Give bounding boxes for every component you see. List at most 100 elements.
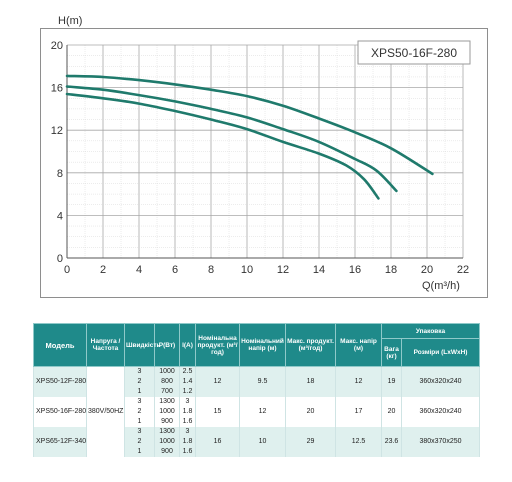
power-cell: 1300 <box>154 397 180 407</box>
current-cell: 2.5 <box>179 366 196 377</box>
series-lines <box>65 74 434 200</box>
y-tick-label: 8 <box>57 168 63 180</box>
table-row: XPS50-16F-280 3 1300 3 15 12 20 17 20 36… <box>33 397 480 427</box>
dimensions-cell: 360x320x240 <box>401 397 480 427</box>
current-cell: 3 <box>179 427 196 437</box>
max-head-cell: 12 <box>335 366 382 397</box>
power-cell: 900 <box>154 447 180 457</box>
header-packing: Упаковка <box>381 323 480 339</box>
current-cell: 3 <box>179 397 196 407</box>
series-line-1 <box>65 74 434 176</box>
table-row: XPS50-12F-280 380V/50HZ 3 1000 2.5 12 9.… <box>33 366 480 457</box>
chart-frame <box>40 28 488 298</box>
header-max-head: Макс. напір (м) <box>335 323 382 367</box>
nominal-head-cell: 10 <box>239 427 286 457</box>
model-cell: XPS50-16F-280 <box>33 397 87 427</box>
current-cell: 1.4 <box>179 377 196 387</box>
header-speed: Швидкість <box>124 323 161 367</box>
header-dimensions: Розміри (LxWxH) <box>401 338 480 367</box>
series-line-3 <box>65 92 380 200</box>
x-tick-label: 10 <box>241 264 253 276</box>
speed-cell: 1 <box>124 417 155 427</box>
y-tick-label: 12 <box>51 125 63 137</box>
x-tick-label: 18 <box>385 264 397 276</box>
header-power: P(Вт) <box>154 323 180 367</box>
pump-curve-chart: 0 2 4 6 8 10 12 14 16 18 20 22 0 4 8 12 16 20 H(m) Q(m³/h… <box>51 15 471 292</box>
header-model: Модель <box>33 323 87 367</box>
x-tick-label: 16 <box>349 264 361 276</box>
speed-cell: 3 <box>124 397 155 407</box>
table-row: 2 1000 1.8 <box>34 437 480 447</box>
y-tick-label: 4 <box>57 210 63 222</box>
nominal-flow-cell: 12 <box>195 366 240 397</box>
nominal-flow-cell: 16 <box>195 427 240 457</box>
table-row: 2 800 1.4 <box>34 377 480 387</box>
power-cell: 700 <box>154 387 180 397</box>
table-row: 2 1000 1.8 <box>34 407 480 417</box>
power-cell: 1000 <box>154 437 180 447</box>
current-cell: 1.8 <box>179 407 196 417</box>
header-max-flow: Макс. продукт. (м³/год) <box>285 323 336 367</box>
speed-cell: 2 <box>124 377 155 387</box>
series-line-2 <box>65 85 398 193</box>
current-cell: 1.8 <box>179 437 196 447</box>
speed-cell: 3 <box>124 366 155 377</box>
tick-labels: 0 2 4 6 8 10 12 14 16 18 20 22 0 4 8 12 16 20 <box>51 40 469 276</box>
y-tick-label: 0 <box>57 253 63 265</box>
current-cell: 1.2 <box>179 387 196 397</box>
model-cell: XPS50-12F-280 <box>33 366 87 397</box>
table-row: 1 900 1.6 <box>34 447 480 457</box>
grid <box>66 44 464 259</box>
voltage-cell: 380V/50HZ <box>86 366 125 457</box>
weight-cell: 23.6 <box>381 427 402 457</box>
nominal-flow-cell: 15 <box>195 397 240 427</box>
x-tick-label: 2 <box>100 264 106 276</box>
header-voltage: Напруга /Частота <box>86 323 125 367</box>
speed-cell: 2 <box>124 407 155 417</box>
max-flow-cell: 20 <box>285 397 336 427</box>
x-tick-label: 6 <box>172 264 178 276</box>
max-flow-cell: 18 <box>285 366 336 397</box>
spec-table: Модель Напруга /Частота Швидкість P(Вт) … <box>33 323 480 457</box>
power-cell: 900 <box>154 417 180 427</box>
table-row: 1 900 1.6 <box>34 417 480 427</box>
power-cell: 1000 <box>154 407 180 417</box>
header-nominal-head: Номінальний напір (м) <box>239 323 286 367</box>
model-cell: XPS65-12F-340 <box>33 427 87 457</box>
y-tick-label: 20 <box>51 40 63 52</box>
power-cell: 1300 <box>154 427 180 437</box>
header-weight: Вага (кг) <box>381 338 402 367</box>
current-cell: 1.6 <box>179 417 196 427</box>
speed-cell: 1 <box>124 387 155 397</box>
power-cell: 800 <box>154 377 180 387</box>
dimensions-cell: 360x320x240 <box>401 366 480 397</box>
header-current: I(A) <box>179 323 196 367</box>
x-tick-label: 12 <box>277 264 289 276</box>
x-tick-label: 22 <box>457 264 469 276</box>
weight-cell: 20 <box>381 397 402 427</box>
chart-title-box: XPS50-16F-280 <box>357 40 471 65</box>
max-head-cell: 12.5 <box>335 427 382 457</box>
y-tick-label: 16 <box>51 83 63 95</box>
dimensions-cell: 380x370x250 <box>401 427 480 457</box>
chart-title: XPS50-16F-280 <box>371 46 457 60</box>
power-cell: 1000 <box>154 366 180 377</box>
current-cell: 1.6 <box>179 447 196 457</box>
x-tick-label: 20 <box>421 264 433 276</box>
weight-cell: 19 <box>381 366 402 397</box>
x-tick-label: 4 <box>136 264 142 276</box>
table-row: 1 700 1.2 <box>34 387 480 397</box>
max-flow-cell: 29 <box>285 427 336 457</box>
nominal-head-cell: 9.5 <box>239 366 286 397</box>
max-head-cell: 17 <box>335 397 382 427</box>
speed-cell: 1 <box>124 447 155 457</box>
speed-cell: 3 <box>124 427 155 437</box>
x-tick-label: 14 <box>313 264 325 276</box>
x-tick-label: 8 <box>208 264 214 276</box>
y-axis-label: H(m) <box>58 15 82 27</box>
nominal-head-cell: 12 <box>239 397 286 427</box>
x-axis-label: Q(m³/h) <box>422 280 460 292</box>
x-tick-label: 0 <box>64 264 70 276</box>
header-nominal-flow: Номінальна продукт. (м³/год) <box>195 323 240 367</box>
speed-cell: 2 <box>124 437 155 447</box>
